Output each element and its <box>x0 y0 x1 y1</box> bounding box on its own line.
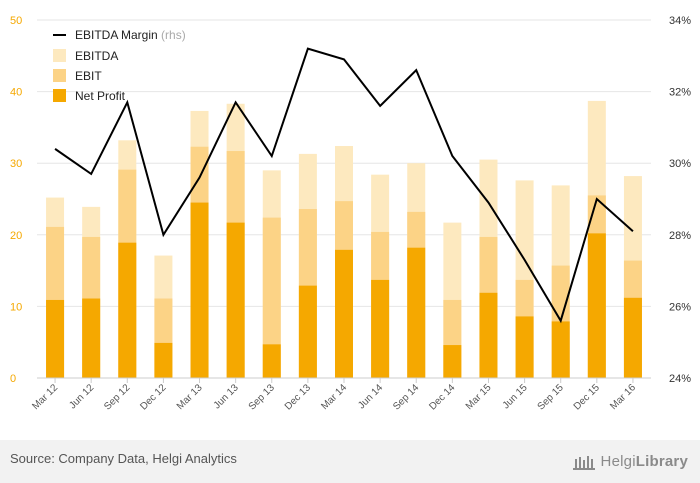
helgi-library-logo[interactable]: HelgiLibrary <box>572 450 688 472</box>
x-tick-label: Dec 12 <box>138 382 168 412</box>
logo-word-light: Helgi <box>600 452 636 470</box>
bar-net-profit <box>262 344 281 378</box>
x-tick-label: Mar 15 <box>464 382 494 412</box>
x-tick-label: Mar 14 <box>319 382 349 412</box>
bar-net-profit <box>587 233 606 378</box>
legend-label-ebit: EBIT <box>75 69 102 83</box>
x-tick-label: Sep 13 <box>247 382 277 412</box>
y-left-tick-label: 40 <box>10 87 22 99</box>
y-right-tick-label: 30% <box>669 158 691 170</box>
bar-net-profit <box>371 279 390 378</box>
y-left-tick-label: 30 <box>10 158 22 170</box>
bar-net-profit <box>82 298 101 378</box>
bar-net-profit <box>118 242 137 378</box>
bar-net-profit <box>46 299 65 378</box>
y-left-tick-label: 0 <box>10 373 16 385</box>
bar-net-profit <box>335 249 353 378</box>
bar-net-profit <box>190 202 209 378</box>
source-text: Source: Company Data, Helgi Analytics <box>10 451 237 466</box>
y-right-tick-label: 28% <box>669 230 691 242</box>
library-building-icon <box>572 456 595 470</box>
x-tick-label: Dec 15 <box>572 382 602 412</box>
y-left-tick-label: 50 <box>10 15 22 27</box>
x-tick-label: Mar 16 <box>608 382 638 412</box>
y-right-tick-label: 26% <box>669 301 691 313</box>
x-tick-label: Jun 14 <box>356 382 385 411</box>
legend-swatch-net-profit <box>53 89 66 102</box>
bar-ebit <box>262 217 281 378</box>
x-tick-label: Dec 14 <box>427 382 457 412</box>
x-tick-label: Mar 12 <box>30 382 60 412</box>
y-left-tick-label: 10 <box>10 301 22 313</box>
bar-net-profit <box>226 222 245 378</box>
legend-label-ebitda: EBITDA <box>75 49 118 63</box>
bar-net-profit <box>407 247 426 378</box>
legend-swatch-ebitda <box>53 49 66 62</box>
x-tick-label: Dec 13 <box>283 382 313 412</box>
legend-label-ebitda-margin: EBITDA Margin (rhs) <box>75 28 186 42</box>
logo-word-bold: Library <box>635 452 688 470</box>
bar-net-profit <box>443 345 462 378</box>
y-left-tick-label: 20 <box>10 230 22 242</box>
legend-label-net-profit: Net Profit <box>75 89 126 103</box>
x-tick-label: Jun 13 <box>212 382 241 411</box>
bar-net-profit <box>154 342 173 378</box>
y-right-tick-label: 32% <box>669 87 691 99</box>
bar-net-profit <box>623 297 642 378</box>
bar-net-profit <box>298 285 317 378</box>
bar-net-profit <box>479 292 498 378</box>
legend-swatch-ebit <box>53 69 66 82</box>
x-tick-label: Jun 15 <box>501 382 530 411</box>
bar-net-profit <box>515 316 534 378</box>
x-tick-label: Sep 14 <box>391 382 421 412</box>
footer: Source: Company Data, Helgi Analytics He… <box>0 440 700 483</box>
bar-net-profit <box>551 321 570 378</box>
x-tick-label: Jun 12 <box>67 382 96 411</box>
x-tick-label: Sep 12 <box>102 382 132 412</box>
x-tick-label: Sep 15 <box>536 382 566 412</box>
y-right-tick-label: 24% <box>669 373 691 385</box>
legend-rhs-note: (rhs) <box>161 28 186 42</box>
y-right-tick-label: 34% <box>669 15 691 27</box>
x-tick-label: Mar 13 <box>175 382 205 412</box>
